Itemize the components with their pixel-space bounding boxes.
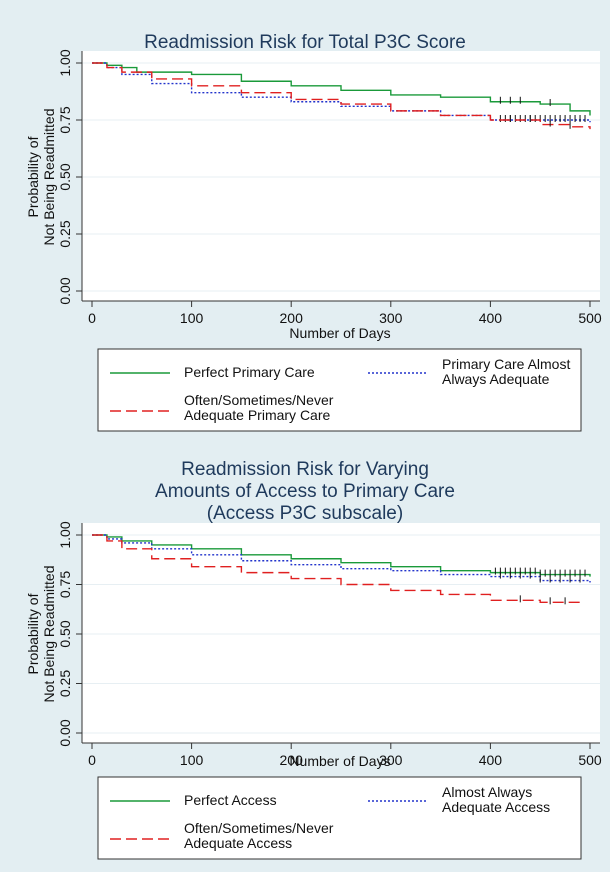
y-axis-label: Not Being Readmitted bbox=[41, 566, 57, 703]
series-line bbox=[92, 534, 581, 605]
x-tick-label: 500 bbox=[578, 310, 602, 326]
series-line bbox=[92, 62, 591, 123]
x-tick-label: 400 bbox=[479, 310, 503, 326]
legend-label: Perfect Primary Care bbox=[184, 364, 315, 380]
legend-label: Always Adequate bbox=[442, 371, 550, 387]
y-tick-label: 0.75 bbox=[57, 571, 73, 598]
x-axis-label: Number of Days bbox=[289, 753, 390, 769]
legend-label: Adequate Access bbox=[442, 799, 550, 815]
x-tick-label: 200 bbox=[280, 310, 304, 326]
y-axis-label: Not Being Readmitted bbox=[41, 109, 57, 246]
series-line bbox=[92, 62, 591, 116]
x-axis-label: Number of Days bbox=[289, 325, 390, 341]
y-tick-label: 0.50 bbox=[57, 620, 73, 647]
legend-box bbox=[97, 776, 582, 860]
y-axis-label: Probability of bbox=[25, 136, 41, 217]
legend-box bbox=[97, 348, 582, 432]
x-tick-label: 100 bbox=[180, 752, 204, 768]
y-axis-label: Probability of bbox=[25, 593, 41, 674]
chart-total-p3c: Readmission Risk for Total P3C Score 0.00… bbox=[12, 10, 602, 438]
chart-title: Amounts of Access to Primary Care bbox=[155, 481, 455, 502]
y-tick-label: 1.00 bbox=[57, 49, 73, 76]
legend-label: Primary Care Almost bbox=[442, 356, 570, 372]
legend-label: Often/Sometimes/Never bbox=[184, 820, 334, 836]
chart-title: Readmission Risk for Varying bbox=[181, 459, 429, 480]
legend-label: Perfect Access bbox=[184, 792, 277, 808]
legend-label: Adequate Access bbox=[184, 835, 292, 851]
chart-title: Readmission Risk for Total P3C Score bbox=[144, 32, 466, 53]
y-tick-label: 0.00 bbox=[57, 719, 73, 746]
x-tick-label: 300 bbox=[379, 310, 403, 326]
y-tick-label: 0.50 bbox=[57, 163, 73, 190]
y-tick-label: 0.75 bbox=[57, 106, 73, 133]
legend-label: Adequate Primary Care bbox=[184, 407, 331, 423]
plot-area bbox=[82, 523, 600, 743]
x-tick-label: 300 bbox=[379, 752, 403, 768]
y-tick-label: 0.00 bbox=[57, 277, 73, 304]
chart-title: (Access P3C subscale) bbox=[207, 503, 403, 524]
plot-area bbox=[82, 51, 600, 301]
legend-label: Often/Sometimes/Never bbox=[184, 392, 334, 408]
x-tick-label: 100 bbox=[180, 310, 204, 326]
x-tick-label: 400 bbox=[479, 752, 503, 768]
y-tick-label: 1.00 bbox=[57, 521, 73, 548]
y-tick-label: 0.25 bbox=[57, 220, 73, 247]
x-tick-label: 500 bbox=[578, 752, 602, 768]
y-tick-label: 0.25 bbox=[57, 670, 73, 697]
legend-label: Almost Always bbox=[442, 784, 532, 800]
x-tick-label: 0 bbox=[88, 752, 96, 768]
x-tick-label: 0 bbox=[88, 310, 96, 326]
series-line bbox=[92, 62, 591, 130]
x-tick-label: 200 bbox=[280, 752, 304, 768]
